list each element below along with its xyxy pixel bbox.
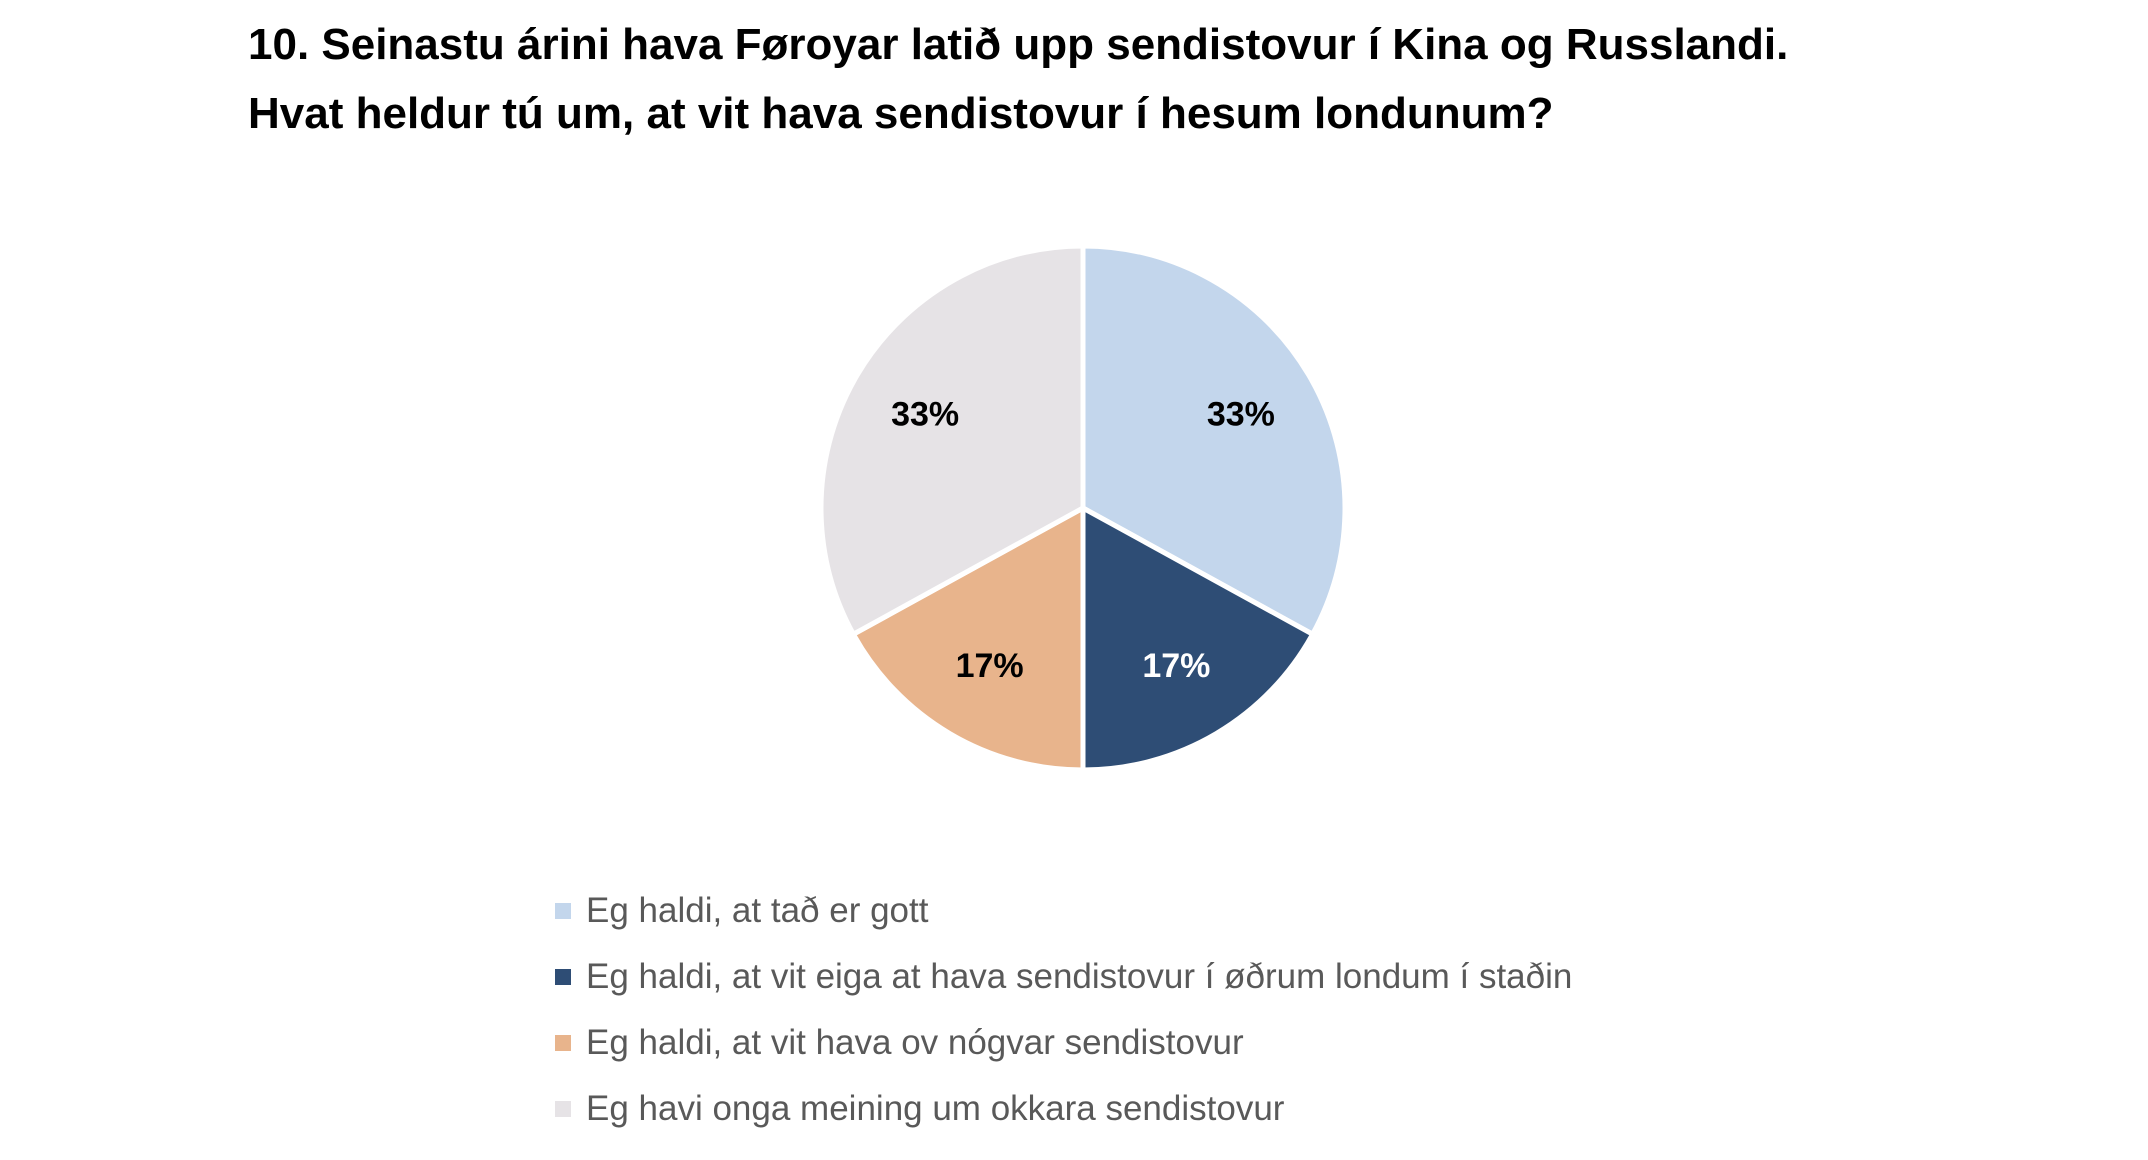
pie-data-label-4: 33%	[891, 396, 959, 434]
pie-slice-1	[1080, 243, 1348, 637]
legend: Eg haldi, at tað er gott Eg haldi, at vi…	[555, 878, 1572, 1142]
chart-title-line-2: Hvat heldur tú um, at vit hava sendistov…	[248, 89, 1554, 138]
chart-title: 10. Seinastu árini hava Føroyar latið up…	[248, 10, 2048, 148]
legend-item: Eg haldi, at vit eiga at hava sendistovu…	[555, 944, 1572, 1010]
pie-slice-4	[818, 243, 1086, 637]
legend-swatch	[555, 969, 571, 985]
legend-label: Eg haldi, at vit eiga at hava sendistovu…	[586, 957, 1573, 996]
pie-data-label-2: 17%	[1142, 647, 1210, 685]
pie-data-label-3: 17%	[956, 647, 1024, 685]
legend-label: Eg haldi, at tað er gott	[586, 891, 929, 930]
legend-swatch	[555, 1035, 571, 1051]
chart-title-line-1: 10. Seinastu árini hava Føroyar latið up…	[248, 20, 1789, 69]
legend-item: Eg havi onga meining um okkara sendistov…	[555, 1076, 1572, 1142]
legend-item: Eg haldi, at vit hava ov nógvar sendisto…	[555, 1010, 1572, 1076]
legend-swatch	[555, 903, 571, 919]
legend-item: Eg haldi, at tað er gott	[555, 878, 1572, 944]
legend-swatch	[555, 1101, 571, 1117]
legend-label: Eg haldi, at vit hava ov nógvar sendisto…	[586, 1023, 1244, 1062]
pie-slice-3	[850, 505, 1086, 773]
legend-label: Eg havi onga meining um okkara sendistov…	[586, 1089, 1285, 1128]
pie-data-label-1: 33%	[1207, 396, 1275, 434]
pie-slice-2	[1080, 505, 1316, 773]
